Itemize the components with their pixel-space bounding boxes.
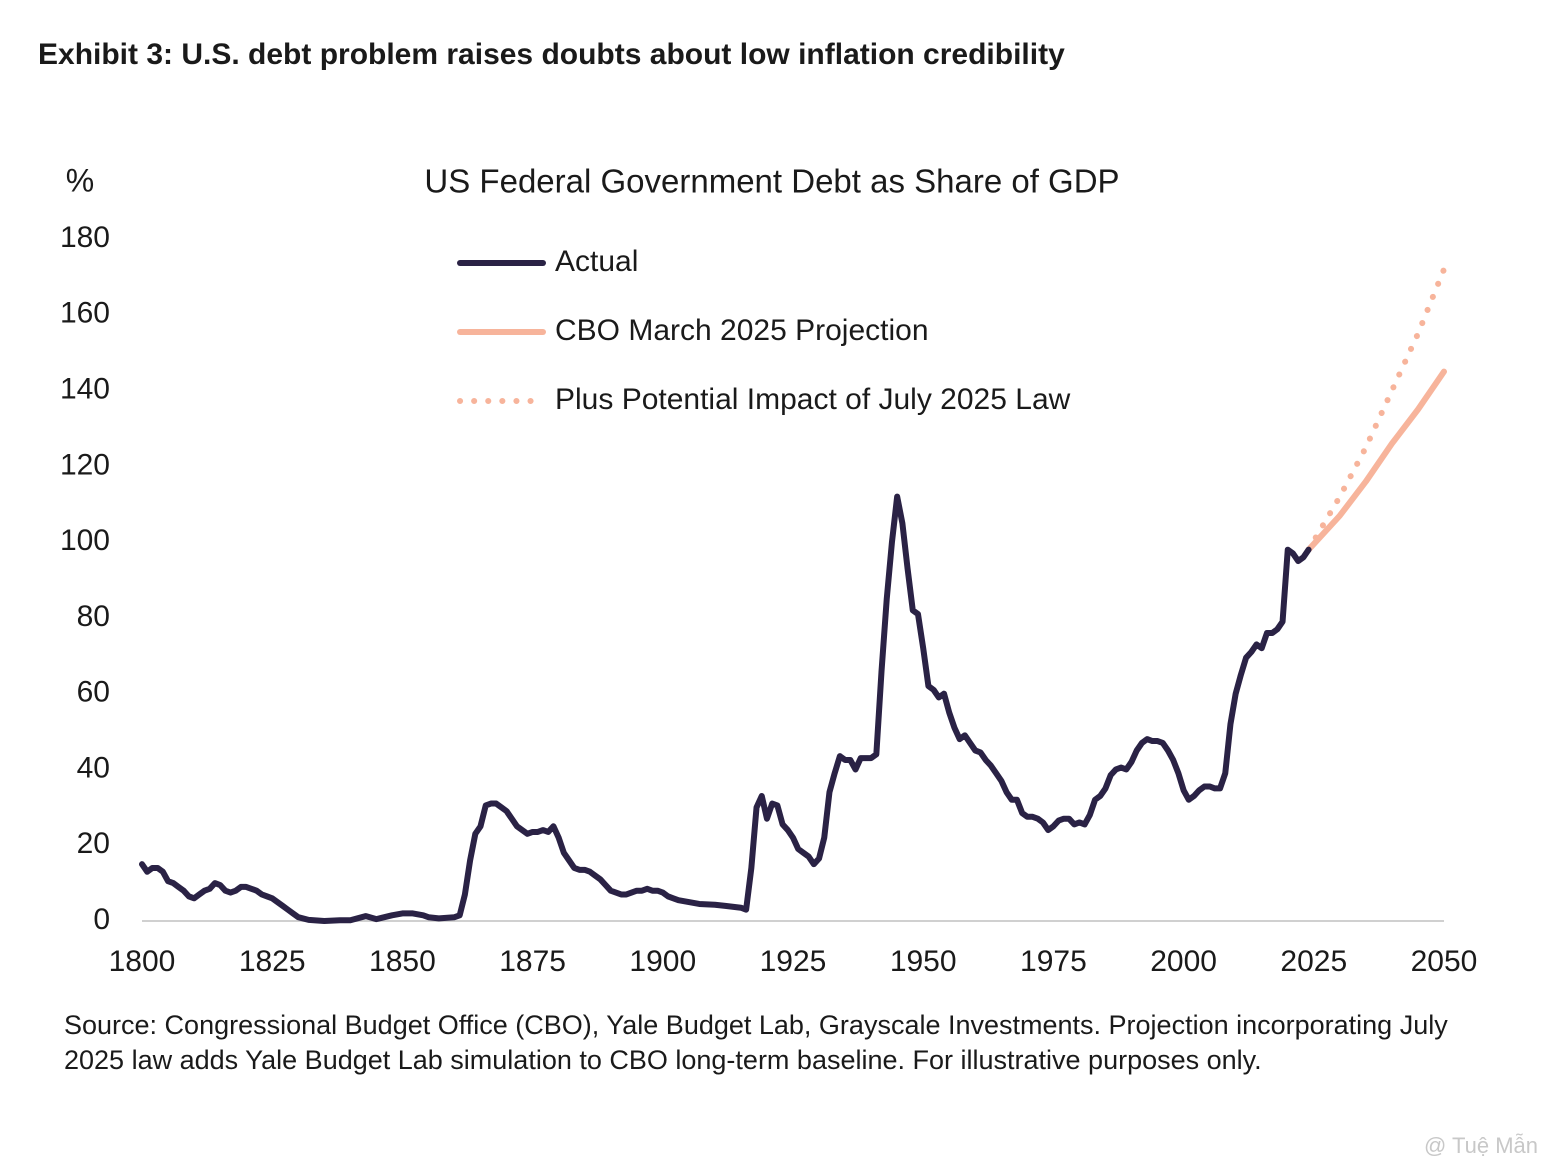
- chart-title: US Federal Government Debt as Share of G…: [424, 163, 1119, 200]
- x-tick-label: 2000: [1150, 945, 1217, 978]
- x-tick-label: 1925: [760, 945, 827, 978]
- series-line: [139, 493, 1312, 924]
- y-tick-label: 160: [60, 297, 110, 330]
- series-line: [1305, 266, 1447, 553]
- x-tick-label: 2050: [1411, 945, 1478, 978]
- legend-label: Actual: [555, 245, 638, 278]
- y-tick-label: 40: [77, 751, 110, 784]
- y-tick-label: 120: [60, 448, 110, 481]
- legend-label: CBO March 2025 Projection: [555, 314, 929, 347]
- y-tick-label: 20: [77, 827, 110, 860]
- y-tick-label: 80: [77, 600, 110, 633]
- y-tick-label: 60: [77, 676, 110, 709]
- x-tick-label: 1950: [890, 945, 957, 978]
- y-tick-label: 180: [60, 221, 110, 254]
- y-tick-label: 0: [93, 903, 110, 936]
- series-line: [1305, 368, 1447, 553]
- y-tick-label: 140: [60, 372, 110, 405]
- y-axis-label: %: [66, 162, 94, 198]
- y-tick-label: 100: [60, 524, 110, 557]
- x-tick-label: 1800: [109, 945, 176, 978]
- x-tick-label: 1875: [499, 945, 566, 978]
- x-tick-label: 2025: [1280, 945, 1347, 978]
- watermark: @ Tuệ Mẫn: [1424, 1133, 1538, 1158]
- x-tick-label: 1825: [239, 945, 306, 978]
- x-tick-label: 1850: [369, 945, 436, 978]
- x-tick-label: 1900: [629, 945, 696, 978]
- legend-label: Plus Potential Impact of July 2025 Law: [555, 383, 1071, 416]
- x-tick-label: 1975: [1020, 945, 1087, 978]
- exhibit-title: Exhibit 3: U.S. debt problem raises doub…: [38, 38, 1065, 71]
- source-note: Source: Congressional Budget Office (CBO…: [64, 1010, 1448, 1075]
